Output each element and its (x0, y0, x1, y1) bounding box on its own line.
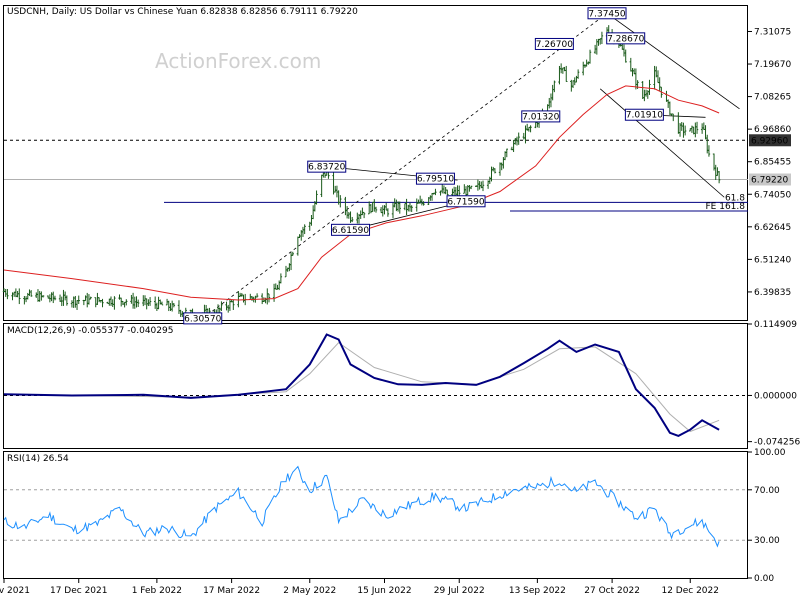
rsi-layer: 100.00 70.00 30.00 0.00 (3, 448, 786, 584)
pivot-label: 6.30570 (183, 312, 223, 325)
pivot-label-box (307, 160, 347, 173)
pivot-label-box (446, 195, 486, 208)
rsi-line (3, 465, 720, 548)
pivot-label-box (624, 108, 664, 121)
macd-y-tick-label: -0.074256 (754, 438, 800, 448)
x-tick-label: 17 Mar 2022 (203, 586, 260, 596)
price-y-tick-label: 6.39835 (754, 288, 791, 298)
x-tick-label: 27 Oct 2022 (584, 586, 640, 596)
x-tick-label: 12 Dec 2022 (661, 586, 719, 596)
macd-y-tick-label: 0.114909 (754, 320, 797, 330)
fib-level-label: 61.8 (725, 193, 745, 203)
pivot-label: 6.61590 (331, 223, 371, 236)
pivot-label-box (415, 172, 455, 185)
trendline (606, 12, 740, 110)
rsi-y-tick-label: 70.00 (754, 486, 780, 496)
price-y-tick-label: 6.51240 (754, 255, 791, 265)
pivot-label: 6.71590 (446, 195, 486, 208)
pivot-label-box (587, 7, 627, 20)
macd-y-tick-label: 0.000000 (754, 391, 797, 401)
x-tick-label: 3 Nov 2021 (0, 586, 30, 596)
macd-line (3, 333, 720, 437)
pivot-label-text: 6.61590 (332, 226, 369, 236)
macd-panel-frame (3, 323, 748, 449)
pivot-label: 7.01320 (521, 110, 561, 123)
pivot-label-box (331, 223, 371, 236)
moving-average-line (3, 85, 720, 301)
pivot-label: 7.28670 (606, 32, 646, 45)
fib-level-label: FE 161.8 (706, 202, 746, 212)
pivot-label: 7.26700 (534, 37, 574, 50)
pivot-label-box (534, 37, 574, 50)
rsi-header: RSI(14) 26.54 (7, 454, 69, 464)
x-axis: 3 Nov 2021 17 Dec 2021 1 Feb 2022 17 Mar 20… (0, 579, 719, 596)
x-tick-label: 15 Jun 2022 (357, 586, 411, 596)
price-tag (749, 173, 791, 186)
x-tick-label: 17 Dec 2021 (50, 586, 108, 596)
price-y-tick-label: 6.62645 (754, 223, 791, 233)
pivot-label-box (606, 32, 646, 45)
watermark: ActionForex.com (155, 49, 321, 73)
x-tick-label: 29 Jul 2022 (434, 586, 485, 596)
rsi-y-tick-label: 0.00 (754, 574, 774, 584)
pivot-label-text: 6.30570 (184, 314, 221, 324)
price-chart-title: USDCNH, Daily: US Dollar vs Chinese Yuan… (7, 7, 358, 17)
price-tag (749, 134, 791, 147)
price-layer: 7.31075 7.19670 7.08265 6.96860 6.85455 6.740… (2, 7, 791, 325)
trendline (599, 88, 725, 198)
price-y-tick-label: 7.19670 (754, 60, 791, 70)
pivot-label-text: 6.83720 (308, 163, 345, 173)
price-panel-frame (3, 5, 748, 321)
price-y-tick-label: 7.08265 (754, 93, 791, 103)
pivot-label-text: 6.79510 (417, 175, 454, 185)
pivot-label-box (521, 110, 561, 123)
price-y-tick-label: 6.74050 (754, 190, 791, 200)
pivot-label-text: 6.71590 (447, 197, 484, 207)
macd-layer: 0.114909 0.000000 -0.074256 (3, 320, 800, 448)
pivot-label-box (183, 312, 223, 325)
trendline (202, 12, 608, 319)
pivot-label: 7.01910 (624, 108, 664, 121)
price-y-tick-label: 6.96860 (754, 125, 791, 135)
macd-header: MACD(12,26,9) -0.055377 -0.040295 (7, 326, 173, 336)
price-tag-label: 6.79220 (751, 175, 788, 185)
x-tick-label: 13 Sep 2022 (509, 586, 566, 596)
pivot-label-text: 7.26700 (536, 40, 573, 50)
pivot-label-text: 7.37450 (588, 9, 625, 19)
pivot-label-text: 7.01320 (522, 112, 559, 122)
price-y-tick-label: 6.85455 (754, 158, 791, 168)
price-tag-label: 6.92960 (751, 136, 788, 146)
pivot-label: 6.79510 (415, 172, 455, 185)
price-y-tick-label: 7.31075 (754, 27, 791, 37)
x-tick-label: 2 May 2022 (283, 586, 336, 596)
rsi-y-tick-label: 30.00 (754, 536, 780, 546)
rsi-panel-frame (3, 451, 748, 579)
pivot-label: 7.37450 (587, 7, 627, 20)
rsi-y-tick-label: 100.00 (754, 448, 786, 458)
pivot-label-text: 7.01910 (626, 111, 663, 121)
pivot-label: 6.83720 (307, 160, 347, 173)
x-tick-label: 1 Feb 2022 (132, 586, 182, 596)
pivot-label-text: 7.28670 (607, 34, 644, 44)
